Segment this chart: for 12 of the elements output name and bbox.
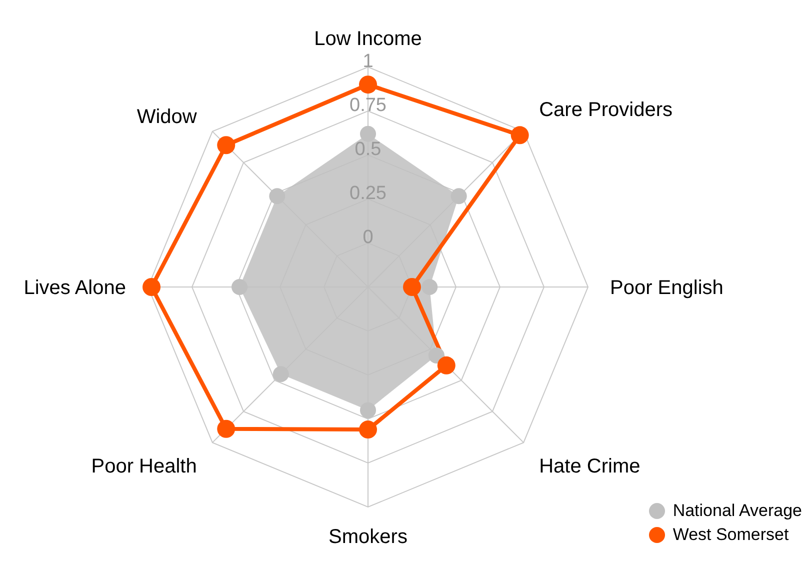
spoke-label: Poor Health — [91, 455, 197, 478]
spoke-label: Low Income — [314, 28, 422, 50]
y-tick-label: 1 — [362, 51, 374, 72]
y-tick-label: 0.75 — [350, 95, 386, 116]
spoke-label: Lives Alone — [24, 277, 126, 300]
spoke-label: Poor English — [610, 277, 724, 300]
legend-label: National Average — [672, 501, 802, 521]
legend-label: West Somerset — [672, 525, 789, 545]
spoke-label: Widow — [136, 106, 198, 128]
spoke-label: Smokers — [328, 526, 408, 548]
spoke-label: Care Providers — [539, 98, 673, 121]
spoke-label: Hate Crime — [539, 455, 640, 478]
